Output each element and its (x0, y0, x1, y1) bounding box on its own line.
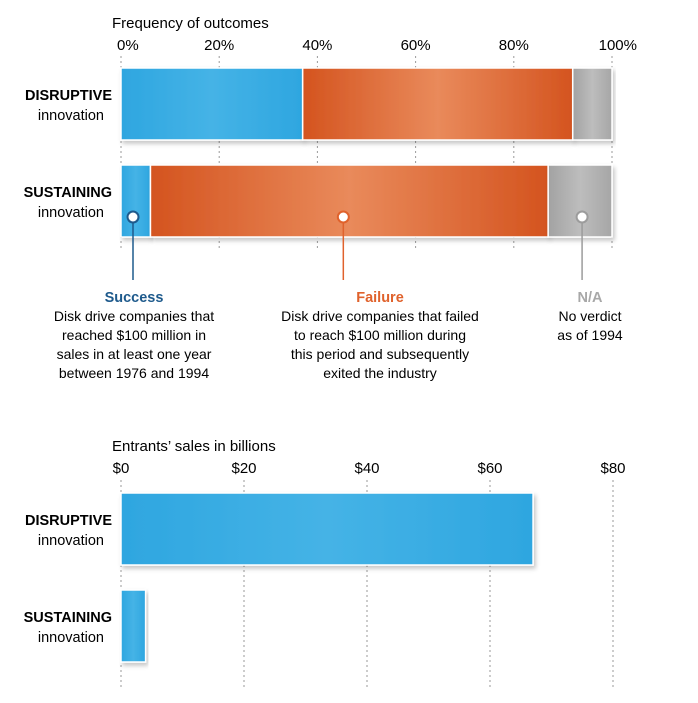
outcomes-tick-label: 20% (204, 37, 234, 54)
sales-axis-title: Entrants’ sales in billions (112, 438, 276, 455)
legend-description: Disk drive companies that (54, 308, 214, 324)
outcomes-bar-failure (149, 164, 549, 238)
legend-description: to reach $100 million during (294, 327, 466, 343)
outcomes-tick-label: 40% (302, 37, 332, 54)
outcomes-tick-label: 100% (599, 37, 637, 54)
legend-description: sales in at least one year (57, 346, 212, 362)
outcomes-category-sublabel: innovation (38, 108, 104, 124)
legend-marker (575, 210, 589, 224)
sales-bar (120, 589, 147, 663)
sales-category-label: SUSTAINING (24, 610, 112, 626)
sales-category-sublabel: innovation (38, 630, 104, 646)
sales-chart: Entrants’ sales in billions $0 $20 $40 $60 $… (24, 438, 626, 690)
sales-tick-labels: $0 $20 $40 $60 $80 (113, 460, 626, 477)
outcomes-tick-labels: 0% 20% 40% 60% 80% 100% (117, 37, 637, 54)
sales-bar (120, 492, 534, 566)
legend-marker (126, 210, 140, 224)
legend-description: between 1976 and 1994 (59, 365, 209, 381)
outcomes-category-label: DISRUPTIVE (25, 88, 112, 104)
sales-category-labels: DISRUPTIVE innovation SUSTAINING innovation (24, 513, 113, 646)
sales-tick-label: $0 (113, 460, 130, 477)
outcomes-bar-na (571, 67, 613, 141)
outcomes-bar-failure (301, 67, 574, 141)
outcomes-category-label: SUSTAINING (24, 185, 112, 201)
legend-description: No verdict (558, 308, 621, 324)
outcomes-tick-label: 60% (401, 37, 431, 54)
legend-marker (336, 210, 350, 224)
sales-tick-label: $80 (600, 460, 625, 477)
outcomes-category-sublabel: innovation (38, 205, 104, 221)
outcomes-legend: Success Disk drive companies that reached … (54, 210, 623, 381)
outcomes-tick-label: 0% (117, 37, 139, 54)
outcomes-chart: Frequency of outcomes 0% 20% 40% 60% 80% 100%… (24, 15, 637, 381)
outcomes-axis-title: Frequency of outcomes (112, 15, 269, 32)
legend-description: Disk drive companies that failed (281, 308, 479, 324)
sales-tick-label: $60 (477, 460, 502, 477)
outcomes-bar-success (120, 67, 304, 141)
legend-title-failure: Failure (356, 290, 404, 306)
legend-title-success: Success (105, 290, 164, 306)
outcomes-tick-label: 80% (499, 37, 529, 54)
sales-category-label: DISRUPTIVE (25, 513, 112, 529)
legend-description: this period and subsequently (291, 346, 469, 362)
legend-description: reached $100 million in (62, 327, 206, 343)
outcomes-bars (120, 67, 613, 238)
legend-description: exited the industry (323, 365, 437, 381)
legend-title-na: N/A (578, 290, 604, 306)
sales-tick-label: $20 (231, 460, 256, 477)
outcomes-bar-na (547, 164, 613, 238)
legend-description: as of 1994 (557, 327, 623, 343)
sales-tick-label: $40 (354, 460, 379, 477)
sales-category-sublabel: innovation (38, 533, 104, 549)
outcomes-category-labels: DISRUPTIVE innovation SUSTAINING innovation (24, 88, 113, 221)
sales-bars (120, 492, 534, 663)
outcomes-bar-success (120, 164, 152, 238)
